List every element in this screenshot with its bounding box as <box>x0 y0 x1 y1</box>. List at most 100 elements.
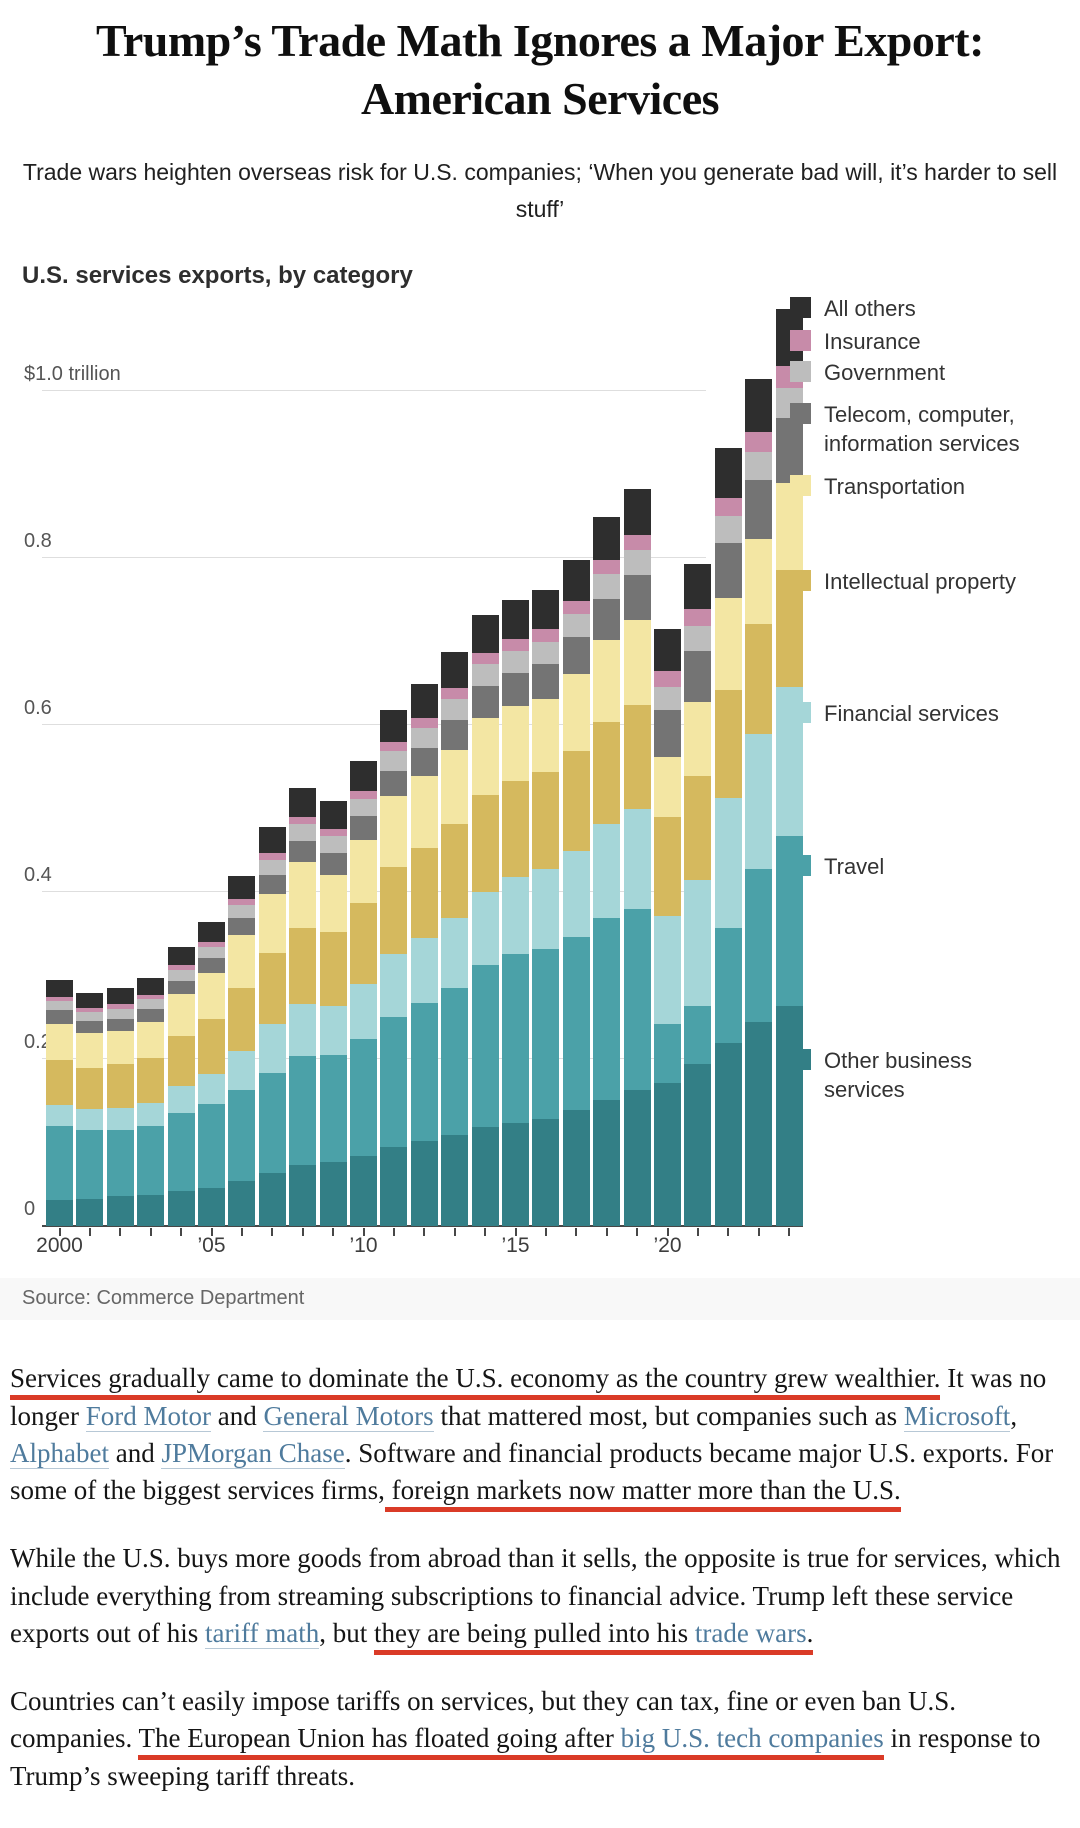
bar-2001 <box>76 992 104 1227</box>
segment-government <box>593 574 621 599</box>
segment-telecom-computer-information-services <box>319 853 347 875</box>
bar-2014 <box>471 615 499 1227</box>
bar-2020 <box>654 629 681 1227</box>
segment-telecom-computer-information-services <box>532 663 560 699</box>
x-axis-tick <box>180 1228 183 1237</box>
gridline-0.6 <box>42 724 706 726</box>
bar-2003 <box>137 978 165 1227</box>
segment-telecom-computer-information-services <box>289 840 317 863</box>
segment-telecom-computer-information-services <box>775 418 803 483</box>
inline-link[interactable]: trade wars <box>694 1617 807 1648</box>
segment-travel <box>502 954 529 1123</box>
text-segment: and <box>108 1437 162 1468</box>
bar-2017 <box>562 560 590 1227</box>
segment-other-business-services <box>410 1141 438 1227</box>
y-axis-label: $1.0 trillion <box>24 363 121 386</box>
segment-all-others <box>562 560 590 601</box>
segment-financial-services <box>471 891 499 966</box>
segment-transportation <box>623 620 651 706</box>
segment-financial-services <box>106 1107 134 1130</box>
segment-other-business-services <box>441 1134 469 1227</box>
segment-telecom-computer-information-services <box>46 1010 73 1024</box>
segment-travel <box>684 1005 712 1065</box>
segment-all-others <box>106 988 134 1005</box>
inline-link[interactable]: Alphabet <box>10 1437 109 1469</box>
y-axis-label: 0.6 <box>24 697 52 720</box>
inline-link[interactable]: JPMorgan Chase <box>161 1437 345 1469</box>
segment-other-business-services <box>562 1110 590 1227</box>
segment-government <box>562 614 590 637</box>
inline-link[interactable]: Microsoft <box>903 1400 1011 1432</box>
segment-transportation <box>745 539 773 624</box>
x-axis-label-2000: 2000 <box>36 1234 83 1258</box>
inline-link[interactable]: big U.S. tech companies <box>620 1723 884 1754</box>
segment-insurance <box>319 828 347 837</box>
segment-intellectual-property <box>46 1060 73 1105</box>
legend-label: Insurance <box>824 329 921 355</box>
highlighted-passage: Services gradually came to dominate the … <box>10 1363 941 1401</box>
segment-financial-services <box>258 1024 286 1073</box>
segment-all-others <box>441 651 469 688</box>
article-paragraph: While the U.S. buys more goods from abro… <box>10 1540 1070 1655</box>
segment-government <box>410 727 438 748</box>
segment-financial-services <box>380 954 408 1017</box>
segment-intellectual-property <box>745 623 773 734</box>
article-paragraph: Services gradually came to dominate the … <box>10 1360 1070 1513</box>
legend-label: All others <box>824 296 916 322</box>
segment-transportation <box>167 994 195 1037</box>
segment-travel <box>289 1056 317 1165</box>
segment-telecom-computer-information-services <box>198 958 225 973</box>
segment-all-others <box>714 448 742 498</box>
segment-telecom-computer-information-services <box>714 542 742 598</box>
segment-all-others <box>289 788 317 817</box>
segment-government <box>289 824 317 841</box>
segment-travel <box>46 1126 73 1200</box>
inline-link[interactable]: General Motors <box>263 1400 434 1432</box>
segment-transportation <box>137 1021 165 1058</box>
segment-financial-services <box>441 917 469 988</box>
legend-label: Transportation <box>824 474 966 500</box>
segment-all-others <box>380 709 408 743</box>
segment-all-others <box>593 516 621 561</box>
segment-all-others <box>502 600 529 639</box>
x-axis-tick <box>88 1228 91 1237</box>
y-axis-label: 0.8 <box>24 530 52 553</box>
highlighted-passage: big U.S. tech companies <box>620 1723 884 1761</box>
segment-travel <box>745 869 773 1022</box>
source-band: Source: Commerce Department <box>0 1278 1080 1321</box>
article-body: Services gradually came to dominate the … <box>0 1320 1080 1825</box>
bar-2016 <box>532 590 560 1227</box>
bar-2019 <box>623 489 651 1227</box>
stacked-bar-chart: 0 0.2 0.4 0.6 0.8 $1.0 trillion 2000 ’05 ’10 ’15 ’… <box>0 296 1080 1257</box>
segment-financial-services <box>46 1104 73 1127</box>
text-segment: The European Union has floated going aft… <box>138 1723 621 1754</box>
segment-financial-services <box>654 915 681 1025</box>
segment-other-business-services <box>106 1196 134 1227</box>
segment-government <box>319 836 347 854</box>
highlighted-passage: they are being pulled into his <box>373 1617 695 1655</box>
segment-government <box>380 751 408 771</box>
x-axis-tick <box>727 1228 730 1237</box>
segment-government <box>532 641 560 664</box>
segment-telecom-computer-information-services <box>593 598 621 641</box>
chart-section: U.S. services exports, by category 0 0.2 0… <box>0 262 1080 1321</box>
x-axis-label-2020: ’20 <box>653 1234 682 1258</box>
x-axis-tick <box>271 1228 274 1237</box>
segment-intellectual-property <box>137 1057 165 1103</box>
inline-link[interactable]: Ford Motor <box>85 1400 211 1432</box>
x-axis-tick <box>423 1228 426 1237</box>
segment-other-business-services <box>775 1006 803 1227</box>
segment-intellectual-property <box>228 987 256 1052</box>
inline-link[interactable]: tariff math <box>205 1617 320 1649</box>
legend-swatch <box>790 361 811 383</box>
segment-transportation <box>289 862 317 928</box>
segment-travel <box>562 936 590 1111</box>
segment-financial-services <box>228 1051 256 1090</box>
segment-financial-services <box>319 1005 347 1056</box>
segment-intellectual-property <box>258 952 286 1025</box>
legend-swatch <box>790 297 811 319</box>
segment-travel <box>532 949 560 1119</box>
segment-transportation <box>380 796 408 867</box>
segment-government <box>654 687 681 711</box>
segment-insurance <box>502 638 529 652</box>
